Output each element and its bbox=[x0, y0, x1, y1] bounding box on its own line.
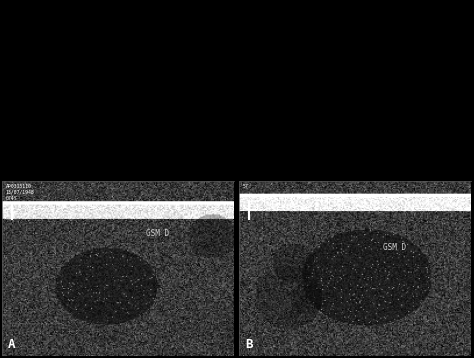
Text: GSM D: GSM D bbox=[383, 243, 407, 252]
Text: B: B bbox=[245, 338, 253, 351]
Text: 57: 57 bbox=[243, 184, 248, 189]
Text: AP0315110
13/07/1948
074Y: AP0315110 13/07/1948 074Y bbox=[6, 184, 35, 201]
Text: GSM D: GSM D bbox=[146, 229, 170, 238]
Text: A: A bbox=[8, 338, 16, 351]
